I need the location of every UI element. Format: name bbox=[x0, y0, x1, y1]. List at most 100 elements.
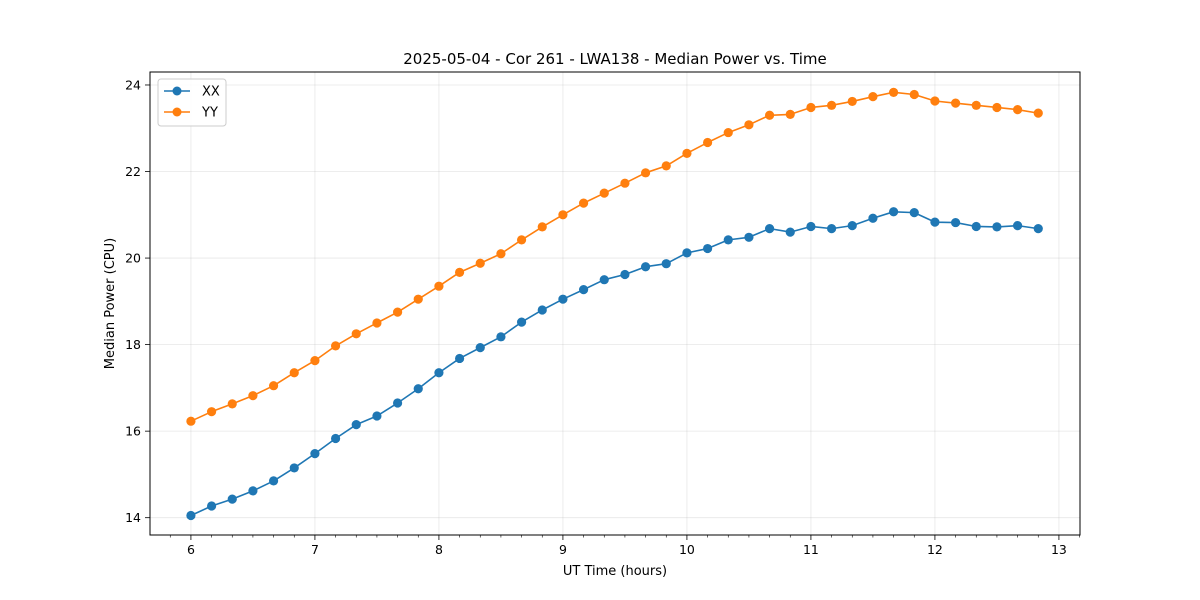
data-point-yy bbox=[909, 89, 919, 100]
data-point-xx bbox=[537, 305, 547, 315]
chart-title: 2025-05-04 - Cor 261 - LWA138 - Median P… bbox=[403, 50, 827, 68]
data-point-yy bbox=[454, 267, 465, 277]
data-point-xx bbox=[950, 217, 961, 228]
data-point-xx bbox=[516, 317, 527, 327]
data-point-xx bbox=[826, 224, 837, 234]
legend-label-yy: YY bbox=[201, 106, 218, 121]
data-point-xx bbox=[351, 420, 361, 430]
data-point-yy bbox=[826, 100, 837, 110]
data-point-yy bbox=[806, 102, 816, 113]
data-point-xx bbox=[702, 243, 713, 254]
data-point-xx bbox=[186, 510, 196, 521]
data-point-yy bbox=[950, 98, 961, 108]
data-point-yy bbox=[744, 120, 754, 130]
data-point-yy bbox=[248, 391, 258, 401]
data-point-xx bbox=[392, 398, 403, 408]
y-axis-label: Median Power (CPU) bbox=[103, 238, 118, 369]
data-point-xx bbox=[248, 486, 258, 496]
data-point-yy bbox=[847, 96, 857, 107]
legend-entry-xx: XX bbox=[164, 85, 220, 100]
x-axis-label: UT Time (hours) bbox=[563, 564, 667, 579]
data-point-yy bbox=[868, 92, 878, 102]
data-point-xx bbox=[454, 353, 465, 364]
data-point-yy bbox=[992, 102, 1002, 113]
y-tick-label: 16 bbox=[125, 424, 141, 439]
data-point-yy bbox=[186, 416, 196, 426]
data-point-xx bbox=[289, 463, 299, 473]
data-point-xx bbox=[847, 221, 857, 231]
data-point-xx bbox=[206, 501, 217, 511]
data-point-xx bbox=[971, 221, 981, 232]
data-point-yy bbox=[558, 210, 568, 220]
data-point-xx bbox=[372, 411, 382, 421]
data-point-xx bbox=[227, 494, 237, 504]
data-point-yy bbox=[702, 137, 713, 148]
data-point-yy bbox=[1033, 108, 1043, 118]
data-point-xx bbox=[330, 433, 341, 444]
x-tick-label: 8 bbox=[435, 542, 443, 557]
legend-entry-yy: YY bbox=[164, 106, 218, 121]
data-point-yy bbox=[434, 281, 444, 291]
x-tick-label: 12 bbox=[927, 542, 943, 557]
data-point-yy bbox=[537, 222, 547, 232]
data-point-yy bbox=[289, 368, 299, 378]
data-point-yy bbox=[682, 148, 692, 158]
data-point-yy bbox=[578, 198, 589, 208]
grid bbox=[150, 72, 1080, 535]
data-point-yy bbox=[330, 341, 341, 351]
y-tick-label: 20 bbox=[125, 251, 141, 266]
data-point-yy bbox=[268, 381, 279, 391]
data-point-xx bbox=[1033, 224, 1043, 234]
x-tick-label: 7 bbox=[311, 542, 319, 557]
x-tick-label: 13 bbox=[1051, 542, 1067, 557]
data-point-xx bbox=[558, 294, 568, 304]
data-point-yy bbox=[661, 161, 671, 171]
data-point-yy bbox=[475, 258, 485, 268]
x-tick-label: 6 bbox=[187, 542, 195, 557]
data-point-xx bbox=[909, 208, 919, 218]
y-tick-label: 14 bbox=[125, 510, 141, 525]
data-point-yy bbox=[888, 87, 899, 97]
data-point-xx bbox=[764, 224, 775, 234]
data-point-xx bbox=[310, 449, 320, 459]
data-point-yy bbox=[930, 96, 940, 106]
data-point-xx bbox=[620, 269, 630, 280]
plot-frame bbox=[149, 71, 1081, 536]
data-point-xx bbox=[785, 227, 795, 237]
data-point-yy bbox=[764, 110, 775, 120]
data-point-yy bbox=[413, 294, 423, 304]
data-point-xx bbox=[475, 343, 485, 353]
x-tick-label: 10 bbox=[679, 542, 695, 557]
data-point-yy bbox=[227, 399, 237, 409]
data-point-yy bbox=[516, 235, 527, 245]
data-point-yy bbox=[206, 407, 217, 417]
data-point-xx bbox=[413, 384, 423, 394]
data-point-xx bbox=[930, 217, 940, 227]
x-tick-label: 9 bbox=[559, 542, 567, 557]
data-point-xx bbox=[496, 332, 506, 342]
ticks: 6 7 8 9 10 11 12 13 14 16 18 20 22 24 bbox=[125, 77, 1080, 557]
data-point-xx bbox=[578, 285, 589, 295]
data-point-yy bbox=[785, 109, 795, 120]
data-point-xx bbox=[599, 275, 609, 285]
legend-marker-yy bbox=[172, 107, 182, 117]
y-tick-label: 18 bbox=[125, 337, 141, 352]
data-point-yy bbox=[599, 188, 609, 198]
data-point-yy bbox=[1012, 105, 1023, 115]
data-point-yy bbox=[392, 307, 403, 317]
data-point-yy bbox=[971, 100, 981, 110]
data-point-yy bbox=[351, 329, 361, 339]
data-point-yy bbox=[723, 127, 733, 138]
data-point-xx bbox=[806, 221, 816, 232]
data-point-xx bbox=[992, 222, 1002, 232]
data-point-xx bbox=[640, 262, 651, 272]
data-point-yy bbox=[620, 178, 630, 188]
data-point-xx bbox=[888, 207, 899, 217]
data-point-yy bbox=[310, 356, 320, 366]
legend-label-xx: XX bbox=[202, 85, 220, 100]
data-point-xx bbox=[661, 259, 671, 269]
data-point-xx bbox=[434, 368, 444, 378]
data-point-xx bbox=[682, 248, 692, 258]
x-tick-label: 11 bbox=[803, 542, 819, 557]
